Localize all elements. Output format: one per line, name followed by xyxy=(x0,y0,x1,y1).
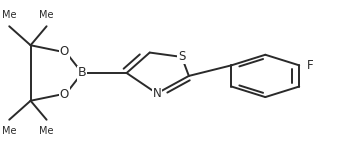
Text: N: N xyxy=(152,87,161,100)
Text: Me: Me xyxy=(2,126,16,135)
Text: O: O xyxy=(60,88,69,101)
Text: O: O xyxy=(60,45,69,58)
Text: B: B xyxy=(78,66,87,80)
Text: Me: Me xyxy=(39,126,54,135)
Text: Me: Me xyxy=(39,11,54,20)
Text: F: F xyxy=(307,59,313,72)
Text: Me: Me xyxy=(2,11,16,20)
Text: S: S xyxy=(178,50,185,63)
